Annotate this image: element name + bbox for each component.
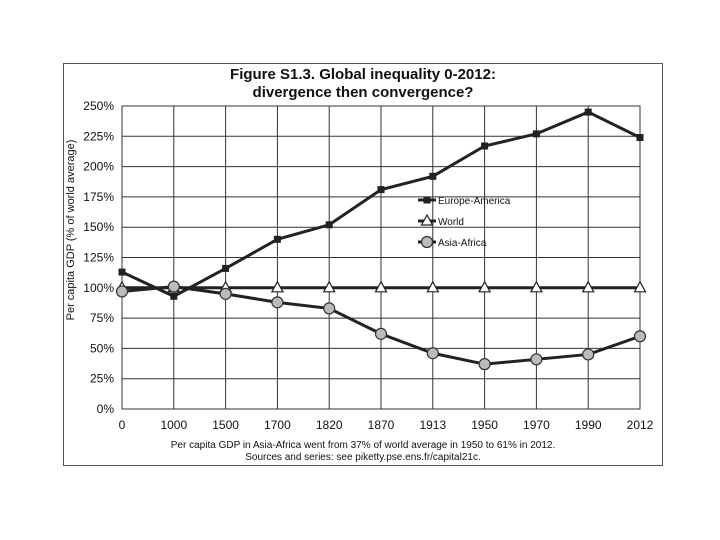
x-tick-label: 1000 (160, 418, 187, 432)
x-tick-label: 1950 (471, 418, 498, 432)
asia-africa-point (582, 348, 595, 361)
legend-europe-america-point (423, 196, 431, 204)
asia-africa-point (115, 285, 129, 298)
asia-africa-point (478, 358, 491, 371)
x-tick-label: 1990 (575, 418, 602, 432)
asia-africa-point (167, 280, 180, 293)
asia-africa-point (633, 330, 647, 343)
x-tick-label: 1820 (316, 418, 343, 432)
y-tick-label: 175% (83, 190, 114, 204)
europe-america-point (118, 268, 126, 276)
europe-america-point (273, 235, 281, 243)
asia-africa-point (374, 327, 388, 340)
world-point (478, 280, 492, 293)
world-point (529, 280, 543, 293)
note-line-1: Per capita GDP in Asia-Africa went from … (170, 440, 556, 451)
world-point (426, 280, 440, 293)
plot-area-border (121, 105, 641, 410)
note-line-2: Sources and series: see piketty.pse.ens.… (245, 452, 481, 463)
asia-africa-point (219, 287, 232, 300)
x-tick-label: 1500 (212, 418, 239, 432)
europe-america-point (325, 221, 333, 229)
world-point (581, 280, 595, 293)
chart-title: Figure S1.3. Global inequality 0-2012: d… (63, 66, 663, 102)
x-tick-labels: 0 1000 1500 1700 1820 1870 1913 1950 1970 1990 201… (119, 418, 654, 432)
asia-africa-point (271, 296, 284, 309)
y-tick-label: 200% (83, 160, 114, 174)
y-tick-label: 150% (83, 220, 114, 234)
asia-africa-point (323, 302, 336, 315)
europe-america-point (170, 292, 178, 300)
europe-america-point (584, 108, 592, 116)
chart-title-line1: Figure S1.3. Global inequality 0-2012: (230, 66, 496, 83)
y-tick-label: 50% (90, 341, 114, 355)
chart-title-line2: divergence then convergence? (252, 84, 474, 101)
legend-label-world: World (438, 217, 464, 228)
legend-world-point (420, 213, 434, 226)
x-tick-label: 1970 (523, 418, 550, 432)
x-tick-label: 0 (119, 418, 126, 432)
world-point (633, 280, 647, 293)
x-tick-label: 2012 (627, 418, 654, 432)
legend-label-asia-africa: Asia-Africa (438, 238, 487, 249)
world-point (322, 280, 336, 293)
x-tick-label: 1700 (264, 418, 291, 432)
y-tick-label: 100% (83, 281, 114, 295)
europe-america-point (636, 134, 644, 142)
x-tick-label: 1870 (368, 418, 395, 432)
y-tick-label: 225% (83, 129, 114, 143)
europe-america-point (429, 172, 437, 180)
chart-notes: Per capita GDP in Asia-Africa went from … (63, 440, 663, 464)
legend: Europe-America World Asia-Africa (418, 196, 511, 249)
europe-america-point (377, 186, 385, 194)
europe-america-point (532, 130, 540, 138)
world-point (270, 280, 284, 293)
y-tick-label: 25% (90, 372, 114, 386)
y-tick-label: 250% (83, 99, 114, 113)
y-tick-label: 0% (97, 402, 115, 416)
gridlines (121, 105, 641, 410)
x-tick-label: 1913 (419, 418, 446, 432)
series-lines (115, 108, 647, 371)
y-tick-label: 75% (90, 311, 114, 325)
asia-africa-point (530, 353, 543, 366)
legend-asia-africa-point (420, 235, 434, 249)
legend-label-europe-america: Europe-America (438, 196, 511, 207)
asia-africa-point (426, 347, 439, 360)
y-tick-label: 125% (83, 251, 114, 265)
y-tick-labels: 0% 25% 50% 75% 100% 125% 150% 175% 200% 225% 250% (83, 99, 114, 416)
europe-america-point (222, 264, 230, 272)
europe-america-point (481, 142, 489, 150)
chart-frame (63, 63, 663, 466)
world-point (374, 280, 388, 293)
